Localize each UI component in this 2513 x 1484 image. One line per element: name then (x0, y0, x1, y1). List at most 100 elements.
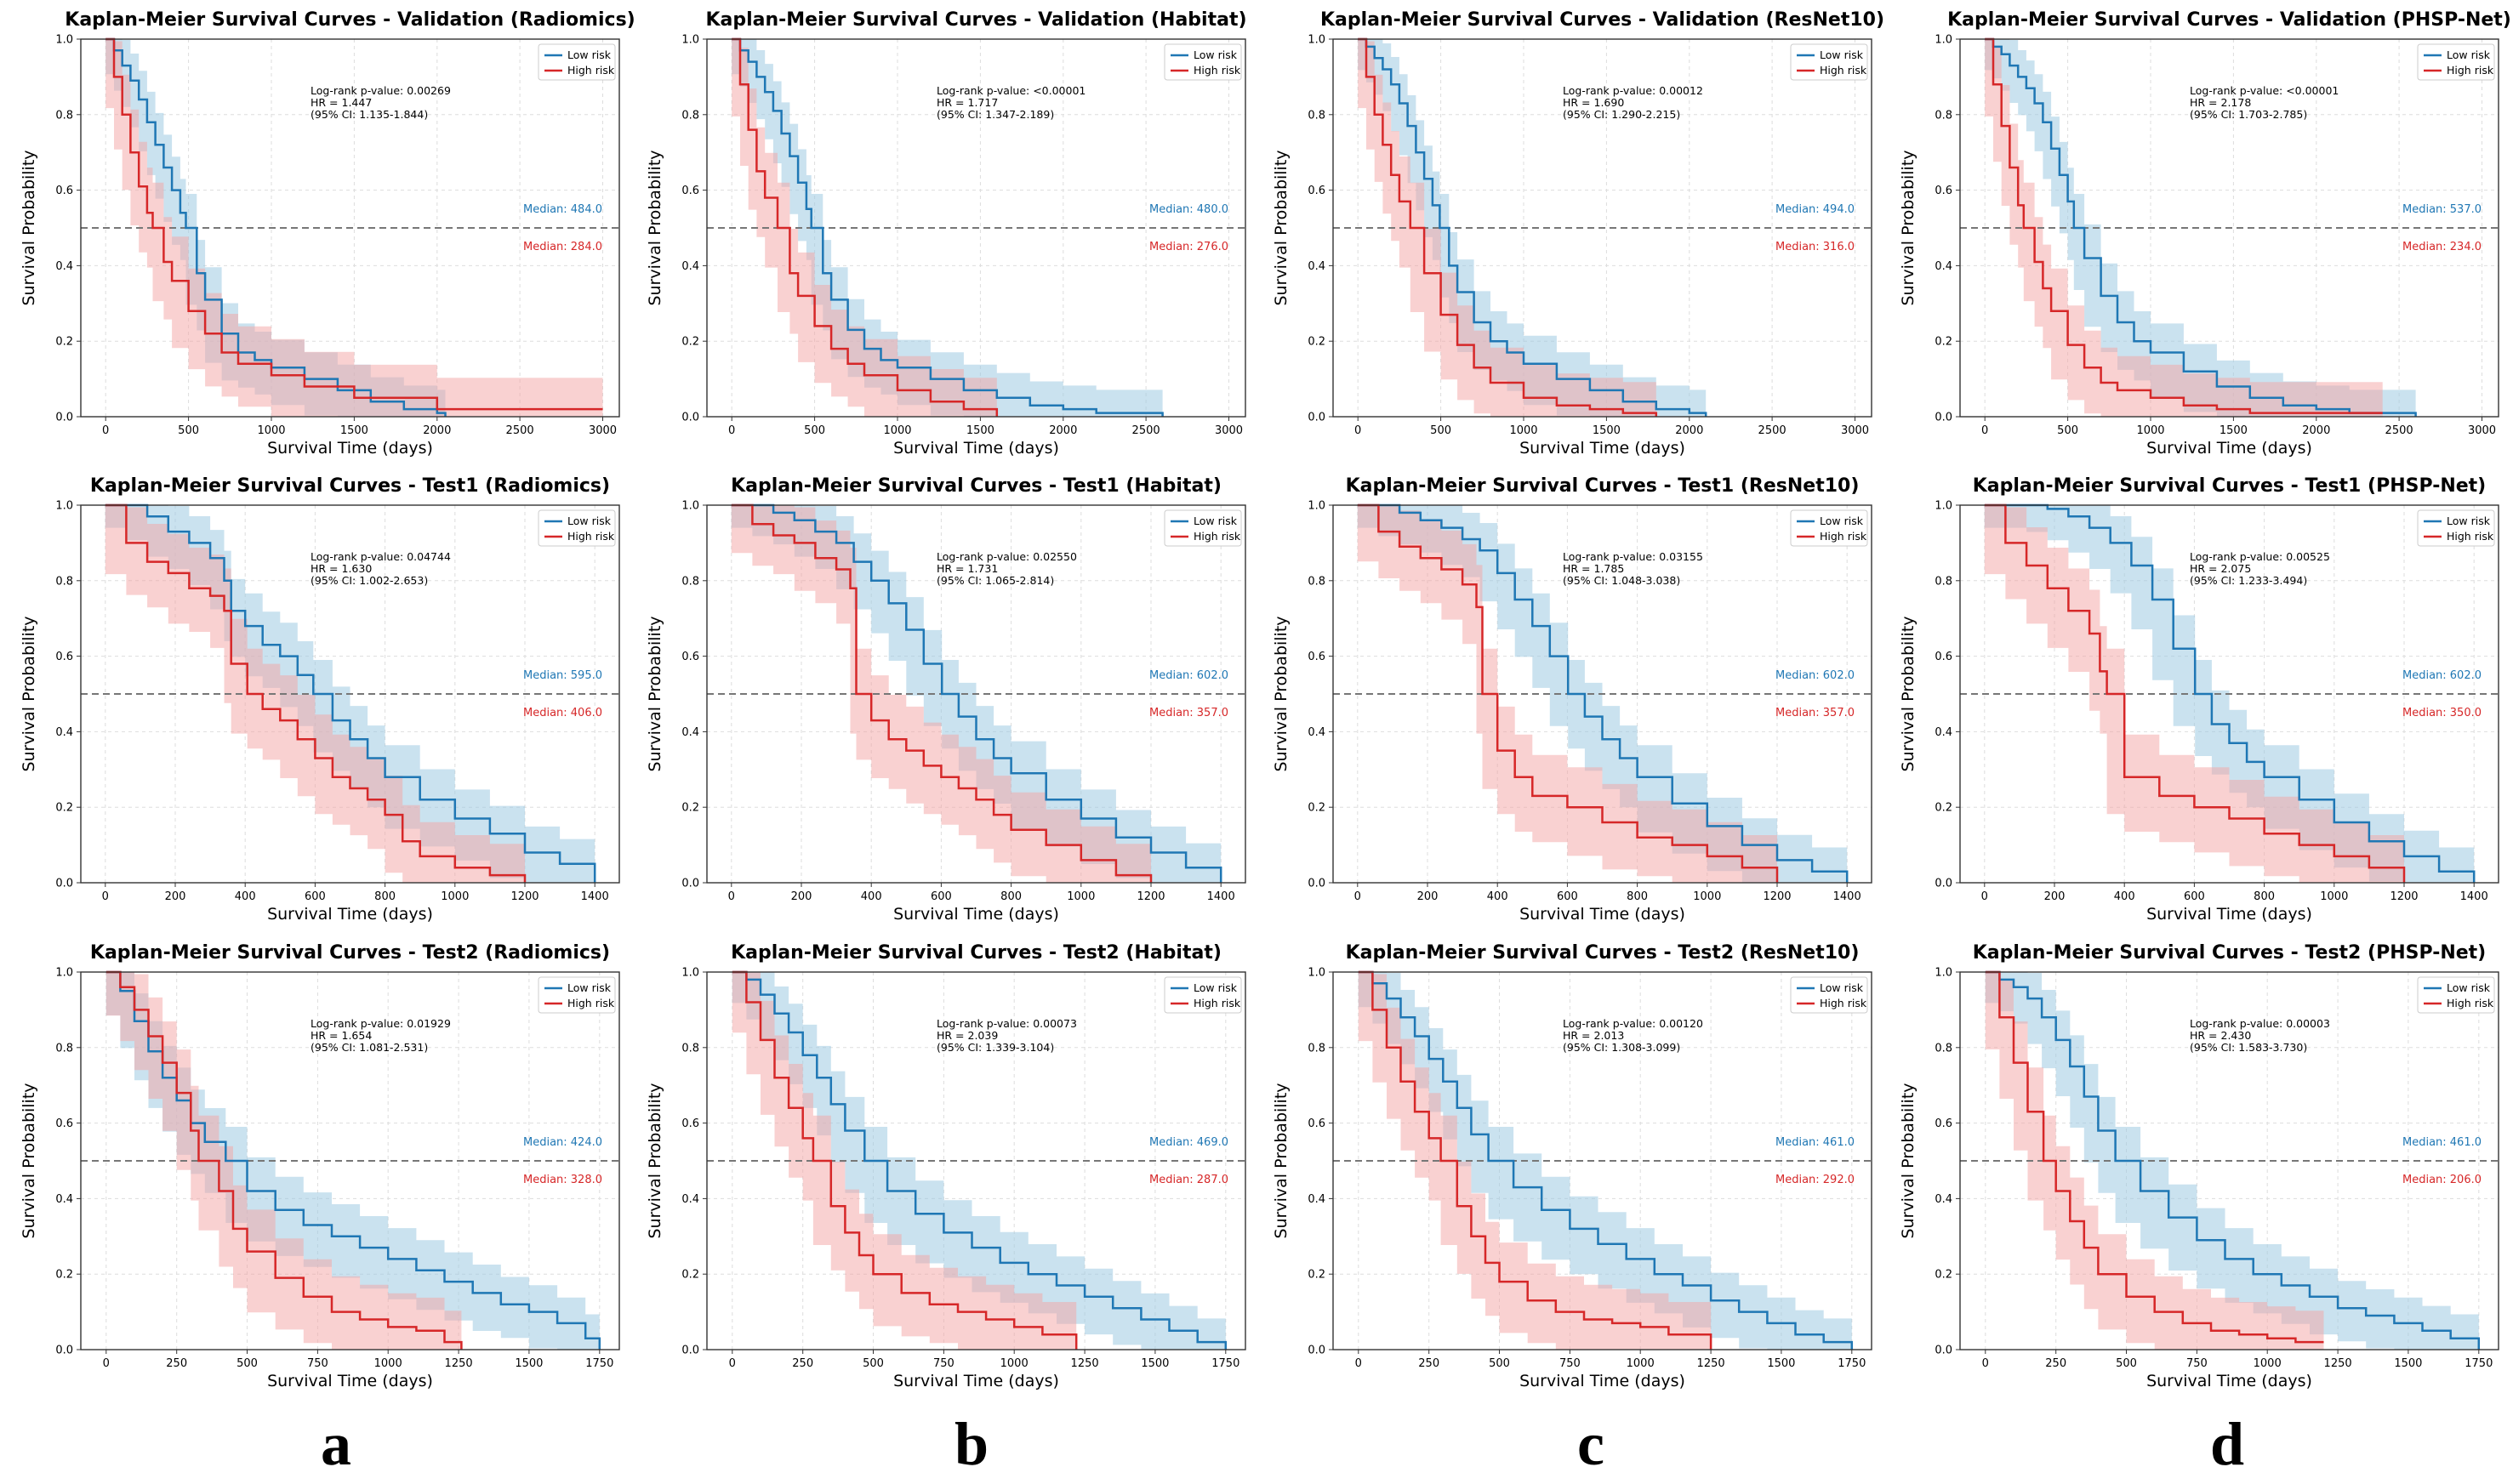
median-low-label: Median: 424.0 (523, 1136, 602, 1149)
x-tick-label: 0 (729, 1357, 736, 1370)
y-tick-label: 1.0 (1935, 967, 1952, 980)
stats-line: HR = 1.717 (937, 96, 998, 109)
x-tick-label: 2000 (2302, 424, 2330, 437)
y-tick-label: 0.2 (1308, 802, 1325, 815)
x-tick-label: 0 (1354, 424, 1361, 437)
stats-line: HR = 2.178 (2190, 96, 2251, 109)
stats-line: (95% CI: 1.233-3.494) (2190, 574, 2307, 587)
x-axis-label: Survival Time (days) (893, 1372, 1059, 1390)
x-axis-label: Survival Time (days) (893, 905, 1059, 924)
stats-line: Log-rank p-value: <0.00001 (2190, 84, 2339, 97)
y-tick-label: 0.2 (1935, 1269, 1952, 1282)
y-tick-label: 0.0 (1935, 412, 1952, 424)
high-risk-curve (732, 37, 999, 417)
x-tick-label: 1250 (445, 1357, 473, 1370)
x-tick-label: 250 (166, 1357, 187, 1370)
y-tick-label: 1.0 (681, 34, 699, 47)
median-high-label: Median: 284.0 (523, 241, 602, 253)
y-tick-label: 0.6 (681, 185, 699, 197)
y-tick-label: 0.8 (1935, 575, 1952, 588)
y-tick-label: 1.0 (55, 500, 73, 513)
y-tick-label: 0.0 (681, 412, 699, 424)
y-tick-label: 0.0 (1935, 1345, 1952, 1357)
x-tick-label: 200 (2044, 890, 2066, 903)
y-tick-label: 0.8 (1308, 575, 1325, 588)
y-tick-label: 0.0 (55, 412, 73, 424)
x-tick-label: 500 (2116, 1357, 2137, 1370)
y-axis-label: Survival Probability (20, 616, 38, 771)
x-tick-label: 1400 (1207, 890, 1235, 903)
x-tick-label: 3000 (2468, 424, 2496, 437)
median-low-label: Median: 602.0 (1149, 669, 1228, 682)
km-panel-11: Kaplan-Meier Survival Curves - Test2 (Re… (1272, 942, 1872, 1390)
high-risk-curve (105, 37, 603, 411)
x-tick-label: 200 (1417, 890, 1439, 903)
y-axis-label: Survival Probability (1272, 1083, 1291, 1238)
x-tick-label: 500 (863, 1357, 884, 1370)
high-risk-ci-band (1985, 972, 2324, 1350)
x-tick-label: 1500 (1593, 424, 1621, 437)
x-tick-label: 1750 (1838, 1357, 1866, 1370)
y-axis-label: Survival Probability (20, 150, 38, 305)
median-low-label: Median: 461.0 (2402, 1136, 2482, 1149)
x-axis-label: Survival Time (days) (1519, 905, 1685, 924)
legend-low-label: Low risk (1194, 48, 1238, 61)
y-tick-label: 0.6 (55, 185, 73, 197)
y-tick-label: 0.2 (1935, 802, 1952, 815)
legend-high-label: High risk (567, 997, 615, 1009)
axes-frame (1332, 504, 1872, 884)
x-tick-label: 500 (1430, 424, 1451, 437)
high-risk-curve (1984, 503, 2406, 883)
y-tick-label: 0.8 (1935, 1042, 1952, 1055)
panel-title: Kaplan-Meier Survival Curves - Validatio… (65, 9, 635, 31)
y-tick-label: 1.0 (1308, 967, 1325, 980)
y-tick-label: 0.2 (55, 802, 73, 815)
stats-line: Log-rank p-value: 0.00120 (1563, 1017, 1703, 1030)
y-tick-label: 1.0 (55, 967, 73, 980)
median-low-label: Median: 537.0 (2402, 203, 2482, 216)
x-tick-label: 600 (931, 890, 952, 903)
low-risk-curve (105, 503, 596, 883)
stats-line: Log-rank p-value: 0.01929 (311, 1017, 451, 1030)
legend-high-label: High risk (2447, 64, 2494, 77)
x-tick-label: 2000 (423, 424, 451, 437)
x-tick-label: 2500 (2385, 424, 2413, 437)
y-tick-label: 1.0 (681, 967, 699, 980)
legend-low-label: Low risk (1820, 48, 1864, 61)
x-tick-label: 500 (236, 1357, 258, 1370)
y-tick-label: 0.6 (1935, 1117, 1952, 1130)
median-high-label: Median: 276.0 (1149, 241, 1228, 253)
km-panel-2: Kaplan-Meier Survival Curves - Validatio… (646, 9, 1247, 458)
high-risk-curve (1985, 970, 2324, 1344)
y-tick-label: 0.4 (681, 260, 699, 273)
x-tick-label: 250 (2045, 1357, 2066, 1370)
stats-line: Log-rank p-value: 0.04744 (311, 550, 451, 563)
panel-title: Kaplan-Meier Survival Curves - Test1 (PH… (1973, 475, 2487, 497)
median-low-label: Median: 602.0 (1775, 669, 1855, 682)
legend-high-label: High risk (1820, 530, 1867, 543)
y-tick-label: 0.8 (55, 109, 73, 122)
y-tick-label: 1.0 (1935, 500, 1952, 513)
stats-line: (95% CI: 1.290-2.215) (1563, 108, 1680, 121)
x-tick-label: 400 (2114, 890, 2135, 903)
stats-line: (95% CI: 1.135-1.844) (311, 108, 428, 121)
x-tick-label: 800 (1627, 890, 1648, 903)
y-axis-label: Survival Probability (1899, 150, 1918, 305)
legend-low-label: Low risk (1820, 981, 1864, 994)
x-tick-label: 1200 (2390, 890, 2418, 903)
panel-title: Kaplan-Meier Survival Curves - Test1 (Re… (1346, 475, 1860, 497)
y-tick-label: 0.4 (1308, 726, 1325, 739)
y-tick-label: 0.2 (55, 1269, 73, 1282)
y-tick-label: 0.8 (1308, 1042, 1325, 1055)
legend-high-label: High risk (1194, 530, 1241, 543)
y-tick-label: 0.8 (55, 1042, 73, 1055)
y-tick-label: 0.6 (1308, 651, 1325, 663)
y-tick-label: 0.8 (681, 575, 699, 588)
high-risk-ci-band (105, 505, 526, 883)
x-tick-label: 1400 (1833, 890, 1861, 903)
y-tick-label: 0.0 (1308, 878, 1325, 890)
y-tick-label: 0.6 (55, 651, 73, 663)
y-tick-label: 0.0 (681, 878, 699, 890)
median-high-label: Median: 328.0 (523, 1174, 602, 1186)
y-tick-label: 0.8 (1935, 109, 1952, 122)
